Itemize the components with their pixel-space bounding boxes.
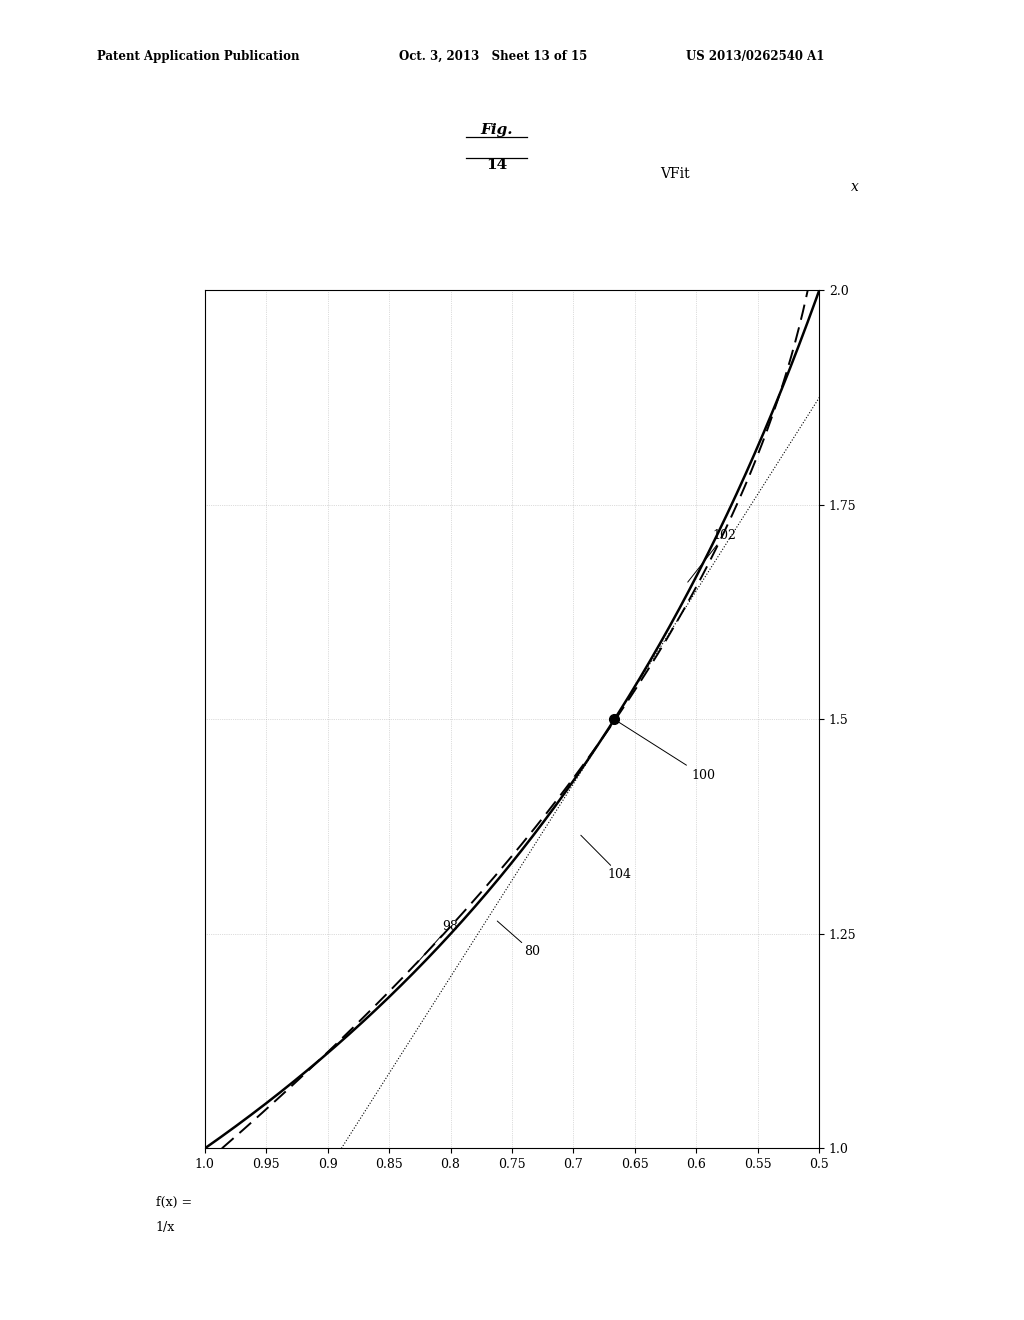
Text: 80: 80 xyxy=(498,921,541,958)
Text: 104: 104 xyxy=(581,836,632,882)
Text: Fig.: Fig. xyxy=(480,123,513,137)
Text: VFit: VFit xyxy=(660,168,690,181)
Text: x: x xyxy=(851,181,859,194)
Text: 98: 98 xyxy=(416,920,458,964)
Text: Oct. 3, 2013   Sheet 13 of 15: Oct. 3, 2013 Sheet 13 of 15 xyxy=(399,50,588,63)
Text: 14: 14 xyxy=(486,158,507,173)
Text: Patent Application Publication: Patent Application Publication xyxy=(97,50,300,63)
Text: f(x) =: f(x) = xyxy=(156,1196,191,1209)
Text: US 2013/0262540 A1: US 2013/0262540 A1 xyxy=(686,50,824,63)
Text: 102: 102 xyxy=(688,529,736,582)
Text: 100: 100 xyxy=(614,719,716,783)
Text: 1/x: 1/x xyxy=(156,1221,175,1234)
